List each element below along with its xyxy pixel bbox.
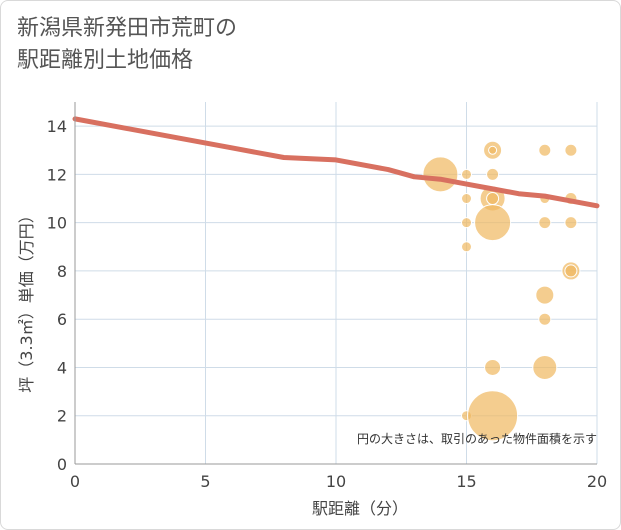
x-tick-label: 20 [587,472,607,491]
bubble-point [474,204,512,242]
x-tick-label: 5 [200,472,210,491]
y-tick-label: 4 [57,358,67,377]
grid-lines [74,102,598,465]
y-tick-label: 12 [47,165,67,184]
y-axis-label: 坪（3.3㎡）単価（万円） [17,207,36,392]
axes: 0 5 10 15 20 0 2 4 6 8 10 12 14 [47,102,607,491]
bubble-point [461,168,472,180]
bubble-point [564,216,578,230]
y-tick-label: 10 [47,214,67,233]
bubble-series [422,140,581,442]
y-tick-label: 0 [57,455,67,474]
bubble-point [538,143,552,157]
bubble-point [461,193,472,205]
y-tick-label: 8 [57,262,67,281]
bubble-point [532,354,558,380]
x-tick-label: 10 [326,472,346,491]
y-tick-label: 6 [57,310,67,329]
x-tick-label: 15 [456,472,476,491]
trend-line-series [72,116,600,209]
trend-line [72,116,600,209]
bubble-point [486,192,500,206]
size-annotation: 円の大きさは、取引のあった物件面積を示す [357,431,597,446]
y-tick-label: 2 [57,407,67,426]
bubble-point [564,143,578,157]
bubble-point [467,390,519,442]
bubble-point [486,167,500,181]
bubble-point [564,264,578,278]
bubble-point [461,241,472,253]
bubble-point [535,285,555,305]
bubble-point [488,145,498,155]
bubble-point [461,217,472,229]
bubble-point [538,216,552,230]
x-axis-label: 駅距離（分） [312,499,408,518]
x-tick-label: 0 [70,472,80,491]
bubble-point [538,312,552,326]
y-tick-label: 14 [47,117,67,136]
bubble-point [422,156,459,193]
bubble-point [484,358,502,376]
chart-title: 新潟県新発田市荒町の 駅距離別土地価格 [17,16,238,73]
